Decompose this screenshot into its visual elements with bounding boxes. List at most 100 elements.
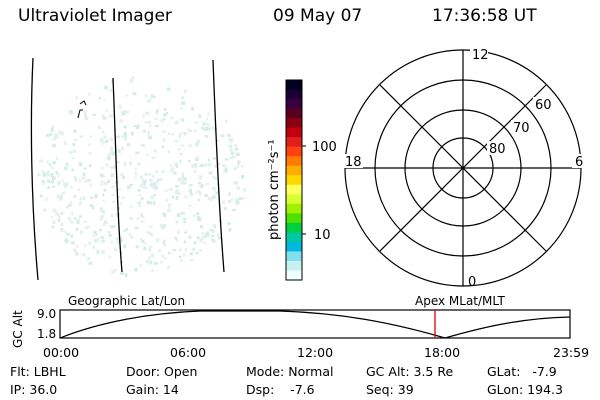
emission-speckle: [161, 227, 164, 230]
emission-speckle: [241, 175, 245, 179]
emission-speckle: [104, 139, 109, 143]
emission-speckle: [201, 232, 205, 236]
emission-speckle: [52, 138, 56, 141]
emission-speckle: [123, 133, 127, 138]
emission-speckle: [65, 182, 69, 186]
emission-speckle: [152, 95, 156, 98]
emission-speckle: [188, 235, 192, 239]
emission-speckle: [88, 178, 92, 181]
emission-speckle: [57, 181, 61, 185]
emission-speckle: [54, 134, 59, 138]
emission-speckle: [142, 113, 145, 118]
emission-speckle: [198, 181, 202, 184]
emission-speckle: [234, 181, 238, 185]
emission-speckle: [53, 133, 57, 136]
emission-speckle: [100, 236, 105, 239]
emission-speckle: [155, 170, 159, 174]
emission-speckle: [236, 186, 241, 190]
emission-speckle: [45, 134, 50, 137]
emission-speckle: [39, 159, 44, 163]
emission-speckle: [68, 151, 73, 154]
emission-speckle: [179, 211, 183, 216]
emission-speckle: [151, 156, 156, 160]
emission-speckle: [183, 89, 187, 94]
emission-speckle: [150, 182, 153, 187]
emission-speckle: [105, 163, 109, 167]
colorbar-segment: [286, 232, 302, 243]
emission-speckle: [75, 227, 79, 232]
colorbar-segment: [286, 99, 302, 110]
emission-speckle: [149, 178, 153, 183]
emission-speckle: [193, 129, 197, 133]
emission-speckle: [48, 179, 51, 184]
emission-speckle: [207, 197, 210, 201]
emission-speckle: [154, 117, 158, 120]
emission-speckle: [162, 118, 166, 121]
emission-speckle: [233, 167, 237, 170]
emission-speckle: [194, 121, 198, 124]
emission-speckle: [133, 125, 136, 128]
emission-speckle: [141, 177, 144, 181]
emission-speckle: [201, 126, 205, 129]
emission-speckle: [50, 173, 54, 178]
emission-speckle: [164, 108, 167, 111]
emission-speckle: [228, 228, 232, 232]
timeline-ylabel: GC Alt: [11, 310, 25, 348]
emission-speckle: [108, 114, 113, 118]
emission-speckle: [153, 149, 157, 153]
colorbar-ticks: 100 10: [302, 140, 337, 243]
emission-speckle: [127, 185, 131, 190]
emission-speckle: [65, 162, 69, 167]
timeline-xticks: 00:00 06:00 12:00 18:00 23:59: [43, 345, 589, 360]
emission-speckle: [146, 230, 149, 234]
emission-speckle: [110, 146, 114, 151]
colorbar-segment: [286, 108, 302, 119]
emission-speckle: [80, 200, 83, 203]
emission-speckle: [102, 193, 105, 197]
emission-speckle: [78, 202, 82, 206]
emission-speckle: [97, 238, 100, 242]
emission-speckle: [167, 150, 170, 153]
emission-speckle: [61, 192, 66, 195]
emission-speckle: [76, 220, 80, 224]
emission-speckle: [121, 112, 126, 116]
emission-speckle: [196, 236, 200, 240]
emission-speckle: [196, 156, 199, 160]
emission-speckle: [42, 182, 46, 186]
emission-speckle: [237, 160, 241, 165]
emission-speckle: [100, 138, 104, 142]
emission-speckle: [121, 135, 125, 139]
emission-speckle: [167, 265, 170, 270]
emission-speckle: [198, 191, 202, 196]
emission-speckle: [146, 200, 149, 205]
emission-speckle: [111, 173, 114, 176]
emission-speckle: [196, 140, 200, 145]
emission-speckle: [229, 156, 234, 160]
emission-speckle: [216, 139, 219, 142]
emission-speckle: [112, 200, 115, 204]
emission-speckle: [179, 107, 183, 110]
emission-speckle: [214, 177, 218, 180]
colorbar-segment: [286, 213, 302, 224]
emission-speckle: [223, 207, 227, 211]
emission-speckle: [148, 245, 153, 248]
emission-speckle: [88, 241, 91, 245]
emission-speckle: [220, 134, 225, 138]
emission-speckle: [183, 181, 187, 185]
polar-diagonal-2: [379, 84, 547, 252]
emission-speckle: [149, 124, 152, 128]
emission-speckle: [177, 230, 180, 235]
emission-speckle: [50, 128, 54, 132]
emission-speckle: [150, 195, 155, 199]
emission-speckle: [169, 164, 173, 167]
emission-speckle: [174, 140, 179, 143]
emission-speckle: [66, 232, 70, 236]
emission-speckle: [57, 214, 61, 219]
emission-speckle: [101, 174, 106, 178]
emission-speckle: [144, 121, 148, 124]
colorbar-segment: [286, 146, 302, 157]
emission-speckle: [111, 270, 115, 274]
emission-speckle: [178, 248, 182, 252]
emission-speckle: [223, 164, 227, 168]
